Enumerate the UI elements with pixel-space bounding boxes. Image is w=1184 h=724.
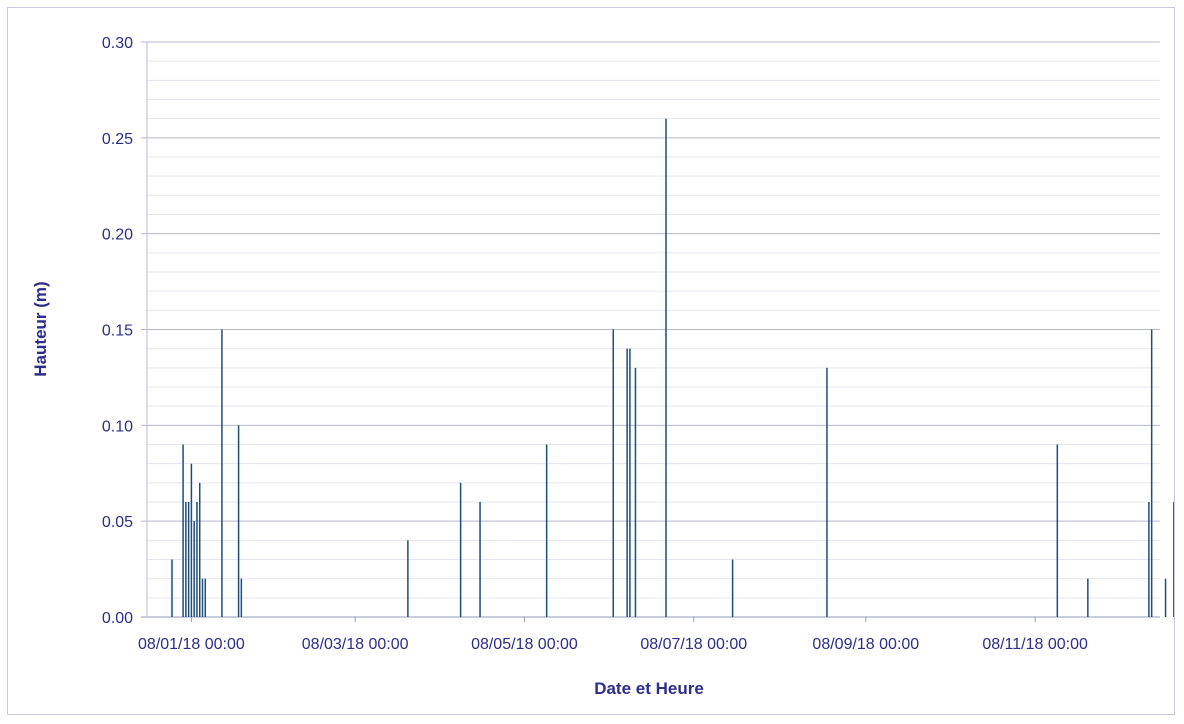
- bar: [665, 118, 667, 618]
- bar: [1087, 578, 1089, 617]
- bar: [1148, 502, 1150, 617]
- bar: [1164, 578, 1167, 617]
- bar: [612, 329, 615, 617]
- bar: [190, 463, 193, 617]
- major-gridlines: [141, 41, 1160, 618]
- y-tick-label: 0.25: [102, 131, 133, 148]
- bar: [1056, 444, 1059, 617]
- bar: [626, 348, 628, 617]
- bar: [1173, 502, 1174, 617]
- bar: [196, 502, 198, 617]
- x-tick-label: 08/05/18 00:00: [471, 636, 578, 653]
- bar: [187, 502, 190, 617]
- bar: [1150, 329, 1153, 617]
- bar: [171, 559, 173, 617]
- x-tick-label: 08/07/18 00:00: [640, 636, 747, 653]
- x-tick-label: 08/03/18 00:00: [302, 636, 409, 653]
- minor-gridlines: [147, 60, 1160, 599]
- x-tick-label: 08/11/18 00:00: [982, 636, 1088, 653]
- bar: [193, 521, 195, 617]
- bar: [198, 482, 201, 617]
- bar: [237, 425, 240, 617]
- bar: [459, 482, 462, 617]
- x-tick-label: 08/09/18 00:00: [812, 636, 919, 653]
- bar: [629, 348, 631, 617]
- y-tick-label: 0.10: [102, 418, 133, 435]
- bar: [407, 540, 409, 617]
- bar: [479, 502, 481, 617]
- bar: [182, 444, 184, 617]
- bar: [221, 329, 223, 617]
- bar: [731, 559, 734, 617]
- y-tick-label: 0.05: [102, 514, 133, 531]
- bar: [201, 578, 204, 617]
- y-tick-label: 0.00: [102, 610, 133, 627]
- y-tick-label: 0.15: [102, 323, 133, 340]
- y-tick-label: 0.20: [102, 227, 133, 244]
- bar: [240, 578, 243, 617]
- bar: [634, 367, 637, 617]
- bar: [185, 502, 187, 617]
- bar: [545, 444, 548, 617]
- chart-svg: 0.00 0.05 0.10 0.15 0.20 0.25 0.30 08/01/18 00…: [31, 35, 1174, 698]
- bar-series: [171, 118, 1174, 618]
- bar: [826, 367, 828, 617]
- bar: [204, 578, 207, 617]
- x-axis-title: Date et Heure: [594, 679, 704, 698]
- x-tick-label: 08/01/18 00:00: [138, 636, 245, 653]
- y-tick-labels: 0.00 0.05 0.10 0.15 0.20 0.25 0.30: [102, 35, 133, 627]
- y-tick-label: 0.30: [102, 35, 133, 52]
- y-axis-title: Hauteur (m): [31, 281, 50, 376]
- chart-frame: 0.00 0.05 0.10 0.15 0.20 0.25 0.30 08/01/18 00…: [7, 7, 1175, 715]
- x-tick-labels: 08/01/18 00:00 08/03/18 00:00 08/05/18 00:…: [138, 617, 1088, 653]
